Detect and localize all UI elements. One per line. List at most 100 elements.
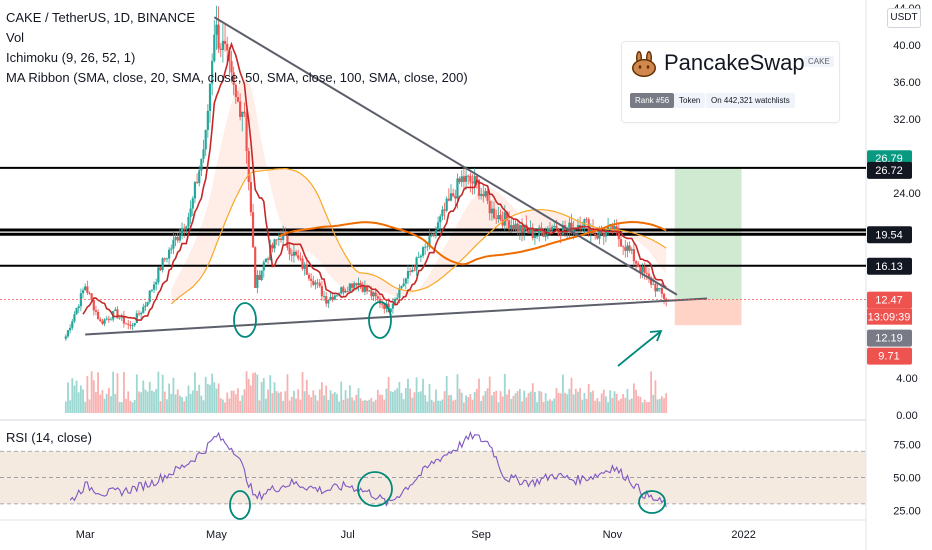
volume-bar bbox=[168, 383, 171, 413]
volume-bar bbox=[564, 392, 566, 413]
volume-bar bbox=[228, 398, 231, 413]
legend-vol[interactable]: Vol bbox=[6, 30, 25, 45]
candle-body bbox=[533, 236, 537, 238]
candle-body bbox=[495, 218, 498, 219]
volume-bar bbox=[344, 390, 347, 413]
volume-bar bbox=[628, 399, 631, 413]
volume-bar bbox=[215, 388, 218, 413]
card-type-badge: Token bbox=[674, 93, 706, 108]
candle-body bbox=[413, 269, 416, 271]
volume-bar bbox=[355, 394, 358, 413]
candle-body bbox=[436, 222, 440, 231]
volume-bar bbox=[374, 399, 377, 413]
candle-body bbox=[645, 272, 648, 274]
volume-bar bbox=[396, 388, 399, 413]
volume-bar bbox=[331, 393, 334, 413]
volume-bar bbox=[471, 399, 474, 413]
candle-body bbox=[544, 234, 547, 237]
volume-bar bbox=[568, 388, 571, 413]
volume-bar bbox=[493, 391, 495, 413]
volume-bar bbox=[529, 391, 532, 413]
candle-body bbox=[523, 224, 526, 233]
volume-bar bbox=[249, 385, 252, 413]
candle-body bbox=[604, 230, 608, 237]
volume-bar bbox=[191, 390, 194, 413]
candle-body bbox=[200, 158, 203, 171]
candle-body bbox=[133, 323, 136, 326]
candle-body bbox=[172, 239, 175, 249]
volume-bar bbox=[258, 400, 261, 413]
candle-body bbox=[140, 312, 143, 315]
volume-bar bbox=[118, 402, 121, 413]
volume-bar bbox=[67, 382, 69, 413]
volume-bar bbox=[112, 371, 115, 413]
legend-ma-ribbon[interactable]: MA Ribbon (SMA, close, 20, SMA, close, 5… bbox=[6, 70, 468, 85]
volume-bar bbox=[361, 400, 364, 413]
volume-bar bbox=[105, 393, 108, 413]
volume-bar bbox=[551, 400, 554, 413]
volume-bar bbox=[413, 392, 416, 413]
volume-bar bbox=[219, 398, 222, 413]
candle-body bbox=[561, 225, 564, 235]
annotation-arrowhead bbox=[649, 329, 663, 342]
candle-body bbox=[316, 282, 319, 284]
candle-body bbox=[325, 296, 328, 304]
volume-bar bbox=[589, 392, 592, 413]
price-tick-label: 4.00 bbox=[896, 373, 917, 385]
candle-body bbox=[583, 219, 586, 227]
volume-bar bbox=[609, 390, 612, 413]
volume-bar bbox=[256, 374, 259, 413]
volume-bar bbox=[660, 396, 663, 413]
volume-bar bbox=[478, 378, 480, 413]
volume-bar bbox=[579, 388, 582, 413]
candle-body bbox=[557, 229, 560, 235]
volume-bar bbox=[510, 398, 513, 413]
volume-bar bbox=[161, 374, 164, 413]
candle-body bbox=[185, 226, 188, 230]
candle-body bbox=[542, 230, 545, 237]
candle-body bbox=[660, 287, 663, 294]
candle-body bbox=[391, 303, 395, 309]
candle-body bbox=[430, 233, 433, 237]
candle-body bbox=[290, 254, 293, 256]
volume-bar bbox=[69, 400, 72, 413]
candle-body bbox=[535, 235, 539, 237]
volume-bar bbox=[206, 384, 209, 413]
rsi-legend[interactable]: RSI (14, close) bbox=[6, 430, 92, 445]
candle-body bbox=[619, 239, 623, 247]
candle-body bbox=[460, 176, 463, 183]
volume-bar bbox=[293, 390, 295, 413]
candle-body bbox=[81, 290, 85, 294]
candle-body bbox=[90, 293, 93, 300]
price-label-9.71: 9.71 bbox=[867, 347, 912, 365]
candle-body bbox=[77, 306, 80, 309]
volume-bar bbox=[407, 378, 409, 413]
volume-bar bbox=[379, 394, 381, 413]
candle-body bbox=[275, 239, 278, 241]
volume-bar bbox=[84, 401, 87, 413]
candle-body bbox=[445, 198, 448, 211]
volume-bar bbox=[320, 382, 323, 413]
volume-bar bbox=[148, 381, 151, 413]
legend-ichimoku[interactable]: Ichimoku (9, 26, 52, 1) bbox=[6, 50, 136, 65]
volume-bar bbox=[163, 391, 166, 413]
currency-button[interactable]: USDT bbox=[887, 8, 921, 28]
volume-bar bbox=[88, 399, 91, 413]
volume-bar bbox=[626, 389, 629, 413]
volume-bar bbox=[140, 392, 143, 413]
time-tick-label: Jul bbox=[341, 529, 355, 541]
candle-body bbox=[411, 269, 414, 272]
candle-body bbox=[286, 235, 289, 248]
volume-bar bbox=[346, 398, 349, 413]
volume-bar bbox=[389, 391, 392, 413]
volume-bar bbox=[348, 385, 351, 413]
candle-body bbox=[419, 255, 422, 258]
annotation-arrow bbox=[617, 331, 661, 367]
candle-body bbox=[303, 264, 306, 269]
candle-body bbox=[484, 191, 487, 197]
candle-body bbox=[421, 247, 425, 256]
candle-body bbox=[529, 227, 532, 234]
volume-bar bbox=[637, 396, 640, 413]
legend-symbol[interactable]: CAKE / TetherUS, 1D, BINANCE bbox=[6, 10, 196, 25]
